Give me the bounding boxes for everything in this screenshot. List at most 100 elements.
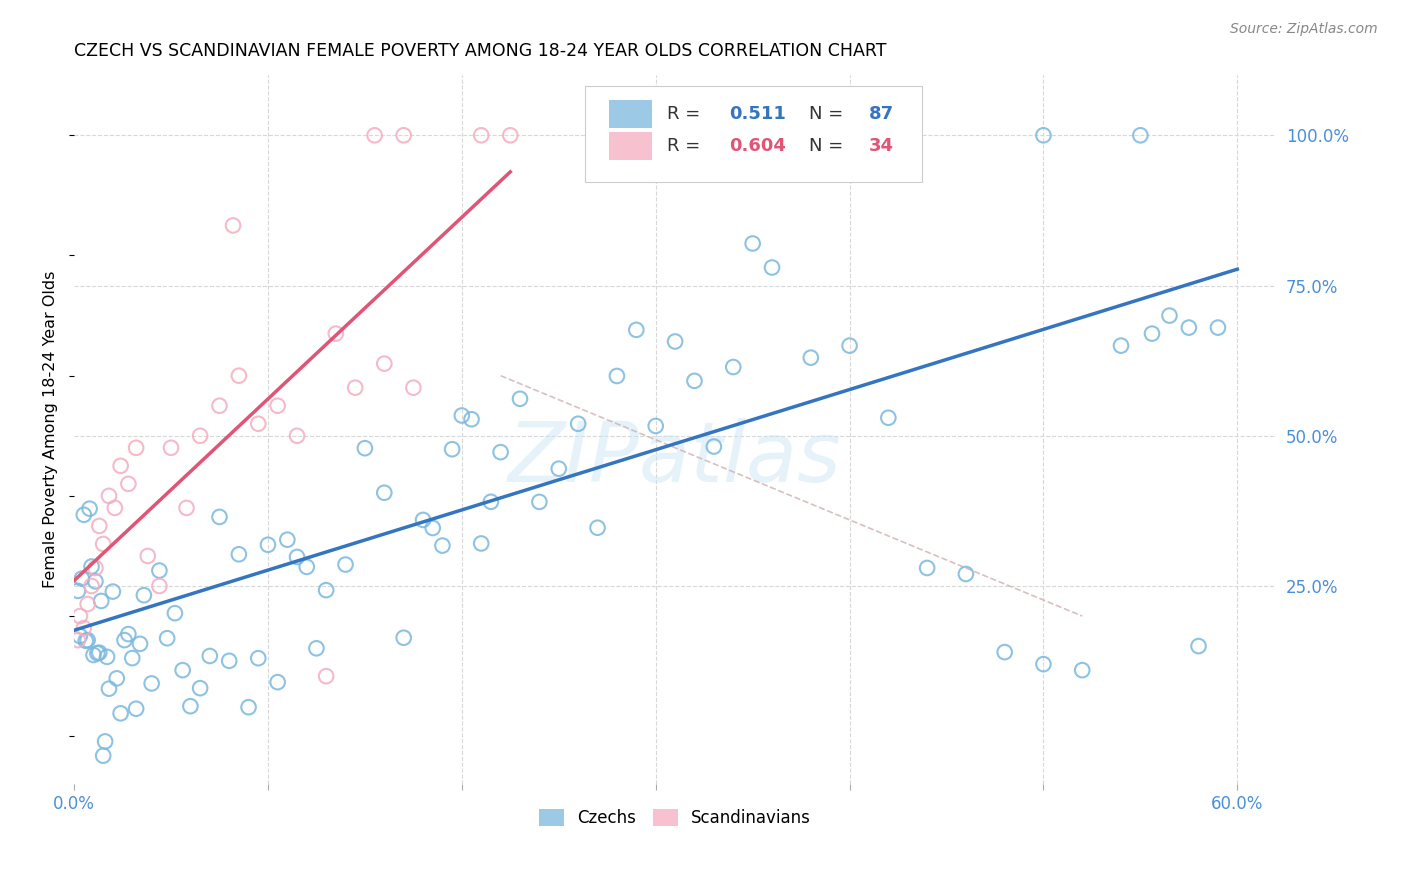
- Point: [69, 629, 91, 643]
- Point: [489, 445, 512, 459]
- Point: [84, 561, 107, 575]
- Point: [156, 631, 179, 645]
- Point: [91, 748, 114, 763]
- Point: [117, 627, 139, 641]
- Point: [703, 440, 725, 454]
- Legend: Czechs, Scandinavians: Czechs, Scandinavians: [533, 803, 818, 834]
- Point: [1109, 338, 1132, 352]
- Point: [723, 128, 745, 143]
- Text: 0.604: 0.604: [730, 137, 786, 155]
- Point: [73, 508, 96, 522]
- Point: [160, 441, 183, 455]
- Point: [354, 441, 377, 455]
- Point: [176, 500, 198, 515]
- Point: [89, 519, 111, 533]
- Point: [402, 381, 425, 395]
- Point: [98, 489, 121, 503]
- Point: [148, 579, 170, 593]
- Point: [66, 633, 89, 648]
- Point: [76, 597, 98, 611]
- Point: [82, 648, 104, 662]
- Text: N =: N =: [808, 137, 848, 155]
- Text: ZIPatlas: ZIPatlas: [509, 417, 842, 499]
- Point: [1140, 326, 1163, 341]
- Point: [132, 588, 155, 602]
- Point: [315, 583, 337, 598]
- Point: [98, 681, 121, 696]
- Point: [441, 442, 464, 457]
- Point: [509, 392, 531, 406]
- FancyBboxPatch shape: [609, 132, 652, 161]
- Point: [529, 495, 551, 509]
- Point: [75, 633, 97, 648]
- Point: [344, 381, 367, 395]
- Point: [208, 510, 231, 524]
- Point: [276, 533, 298, 547]
- Point: [432, 539, 454, 553]
- FancyBboxPatch shape: [585, 86, 921, 182]
- Point: [136, 549, 159, 563]
- Point: [1032, 657, 1054, 672]
- Point: [76, 633, 98, 648]
- Point: [664, 128, 686, 143]
- Point: [547, 461, 569, 475]
- Point: [188, 681, 211, 695]
- Point: [723, 359, 745, 374]
- Point: [305, 641, 328, 656]
- Text: 34: 34: [869, 137, 894, 155]
- Point: [567, 417, 589, 431]
- Point: [266, 399, 288, 413]
- Point: [198, 648, 221, 663]
- Point: [1032, 128, 1054, 143]
- Point: [1206, 320, 1229, 334]
- Point: [247, 417, 270, 431]
- Point: [1178, 320, 1201, 334]
- Text: CZECH VS SCANDINAVIAN FEMALE POVERTY AMONG 18-24 YEAR OLDS CORRELATION CHART: CZECH VS SCANDINAVIAN FEMALE POVERTY AMO…: [75, 42, 887, 60]
- Y-axis label: Female Poverty Among 18-24 Year Olds: Female Poverty Among 18-24 Year Olds: [44, 271, 58, 589]
- Point: [96, 649, 118, 664]
- Point: [877, 410, 900, 425]
- Point: [90, 594, 112, 608]
- Point: [94, 734, 117, 748]
- Point: [994, 645, 1017, 659]
- Point: [238, 700, 260, 714]
- Point: [751, 128, 773, 143]
- Point: [105, 671, 128, 685]
- Point: [955, 566, 977, 581]
- Point: [86, 646, 108, 660]
- Point: [315, 669, 337, 683]
- Point: [179, 699, 201, 714]
- Point: [129, 637, 152, 651]
- FancyBboxPatch shape: [609, 100, 652, 128]
- Point: [392, 128, 415, 143]
- Point: [373, 485, 395, 500]
- Point: [450, 409, 472, 423]
- Point: [89, 646, 111, 660]
- Point: [125, 702, 148, 716]
- Point: [70, 572, 93, 586]
- Point: [104, 500, 127, 515]
- Point: [460, 412, 482, 426]
- Point: [915, 561, 938, 575]
- Point: [73, 621, 96, 635]
- Point: [800, 351, 823, 365]
- Point: [800, 128, 823, 143]
- Point: [228, 368, 250, 383]
- Point: [664, 334, 686, 349]
- Point: [91, 537, 114, 551]
- Point: [1129, 128, 1152, 143]
- Point: [479, 495, 502, 509]
- Point: [373, 357, 395, 371]
- Point: [117, 476, 139, 491]
- Point: [222, 219, 245, 233]
- Point: [470, 536, 492, 550]
- Point: [84, 574, 107, 589]
- Point: [110, 706, 132, 721]
- Text: 0.511: 0.511: [730, 105, 786, 123]
- Point: [172, 663, 194, 677]
- Point: [683, 374, 706, 388]
- Point: [101, 584, 124, 599]
- Point: [295, 559, 318, 574]
- Point: [80, 559, 103, 574]
- Point: [422, 521, 444, 535]
